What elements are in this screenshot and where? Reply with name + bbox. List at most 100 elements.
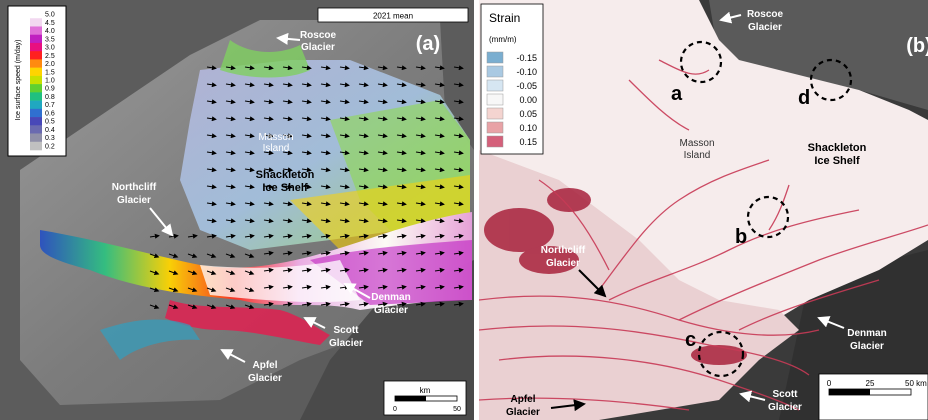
circle-a: [679, 40, 723, 84]
velocity-arrow: [282, 284, 293, 290]
velocity-arrow: [301, 250, 312, 256]
velocity-arrow: [301, 99, 312, 105]
b-apfel-pointer: [550, 399, 586, 412]
panel-b-map-svg: Strain (mm/m) -0.15 -0.10 -0.05 0.00 0.05 0.1…: [479, 0, 928, 420]
velocity-arrow: [320, 167, 331, 173]
panel-b-strain-map: Strain (mm/m) -0.15 -0.10 -0.05 0.00 0.05 0.1…: [479, 0, 928, 420]
colorbar-swatch: [30, 67, 42, 77]
velocity-arrow: [320, 65, 331, 71]
velocity-arrow: [358, 284, 369, 290]
b-shackleton-label-line1: Shackleton: [808, 142, 867, 154]
velocity-arrow: [339, 250, 350, 256]
legend-value: 0.05: [519, 109, 537, 119]
velocity-arrow: [206, 65, 217, 71]
velocity-arrow: [396, 201, 407, 207]
scott-speed-field: [165, 300, 330, 345]
velocity-arrow: [415, 301, 426, 307]
colorbar-tick-label: 2.0: [45, 61, 55, 68]
denman-label-line1: Denman: [371, 292, 410, 303]
velocity-arrow: [168, 253, 179, 259]
mean-label: 2021 mean: [373, 12, 413, 21]
b-northcliff-label-line2: Glacier: [546, 258, 580, 269]
velocity-arrow: [396, 150, 407, 156]
velocity-arrow: [415, 116, 426, 122]
b-apfel-label-line2: Glacier: [506, 407, 540, 418]
velocity-arrow: [244, 150, 255, 156]
velocity-arrow: [396, 65, 407, 71]
velocity-arrow: [168, 304, 179, 310]
apfel-label-line2: Glacier: [248, 373, 282, 384]
panel-b-letter: (b): [906, 35, 928, 57]
colorbar-tick-label: 1.5: [45, 69, 55, 76]
velocity-arrow: [301, 82, 312, 88]
velocity-arrow: [206, 270, 217, 276]
velocity-arrow: [434, 116, 445, 122]
velocity-arrow: [301, 301, 312, 307]
b-scott-pointer: [739, 390, 766, 403]
strain-lineation: [598, 159, 770, 291]
velocity-arrow: [168, 233, 179, 239]
colorbar-swatch: [30, 133, 42, 143]
scalebar-filled-half: [395, 396, 426, 401]
colorbar-ticks: 5.04.54.03.5 3.02.52.01.5 1.00.90.80.70.6 0…: [45, 12, 55, 151]
velocity-arrow: [358, 150, 369, 156]
panel-a-map-svg: Ice surface speed (m/day) 5.04.54.03.5 3.…: [7, 5, 474, 420]
velocity-arrow: [244, 133, 255, 139]
velocity-arrow: [244, 65, 255, 71]
velocity-arrow: [434, 65, 445, 71]
velocity-arrow: [434, 150, 445, 156]
velocity-arrow: [225, 167, 236, 173]
legend-value: 0.15: [519, 137, 537, 147]
velocity-arrow: [282, 301, 293, 307]
velocity-arrow: [377, 184, 388, 190]
velocity-arrow: [244, 184, 255, 190]
legend-swatch: [486, 51, 504, 64]
circle-b: [746, 195, 790, 239]
strain-lineation: [768, 184, 790, 231]
apfel-label-line1: Apfel: [253, 360, 278, 371]
velocity-arrow: [377, 99, 388, 105]
velocity-arrow: [225, 218, 236, 224]
velocity-arrow: [263, 218, 274, 224]
velocity-arrow: [282, 218, 293, 224]
panel-b-scalebar: 0 25 50 km: [818, 373, 928, 420]
scalebar-end: 50: [453, 406, 461, 413]
velocity-arrow: [415, 167, 426, 173]
velocity-arrow: [396, 301, 407, 307]
velocity-arrow: [434, 284, 445, 290]
northcliff-pointer: [149, 207, 174, 237]
velocity-arrow: [301, 65, 312, 71]
velocity-arrow: [434, 99, 445, 105]
velocity-arrow: [282, 250, 293, 256]
velocity-arrow: [206, 99, 217, 105]
velocity-arrow: [415, 267, 426, 273]
colorbar-swatch: [30, 125, 42, 134]
velocity-arrow: [396, 167, 407, 173]
velocity-arrow: [244, 270, 255, 276]
northern-ocean: [709, 0, 928, 110]
velocity-arrow: [434, 301, 445, 307]
velocity-arrow: [434, 133, 445, 139]
b-masson-label-line1: Masson: [679, 138, 714, 149]
circle-label-c: c: [685, 329, 696, 351]
colorbar-swatch: [30, 108, 42, 118]
colorbar-tick-label: 4.0: [45, 28, 55, 35]
velocity-arrow: [149, 287, 160, 293]
velocity-arrow: [434, 250, 445, 256]
velocity-arrow: [453, 250, 464, 256]
velocity-arrow: [358, 116, 369, 122]
colorbar-swatch: [30, 51, 42, 60]
velocity-arrow: [453, 133, 464, 139]
velocity-arrow: [282, 82, 293, 88]
high-strain-patches: [484, 188, 747, 365]
b-scalebar-box: [818, 373, 928, 420]
colorbar-swatches: [30, 10, 42, 151]
velocity-arrow: [434, 184, 445, 190]
velocity-arrow: [187, 233, 198, 239]
velocity-arrow: [206, 304, 217, 310]
colorbar-tick-label: 0.6: [45, 110, 55, 117]
colorbar-tick-label: 0.7: [45, 102, 55, 109]
velocity-arrow: [225, 82, 236, 88]
velocity-arrow: [377, 116, 388, 122]
velocity-arrow: [206, 133, 217, 139]
